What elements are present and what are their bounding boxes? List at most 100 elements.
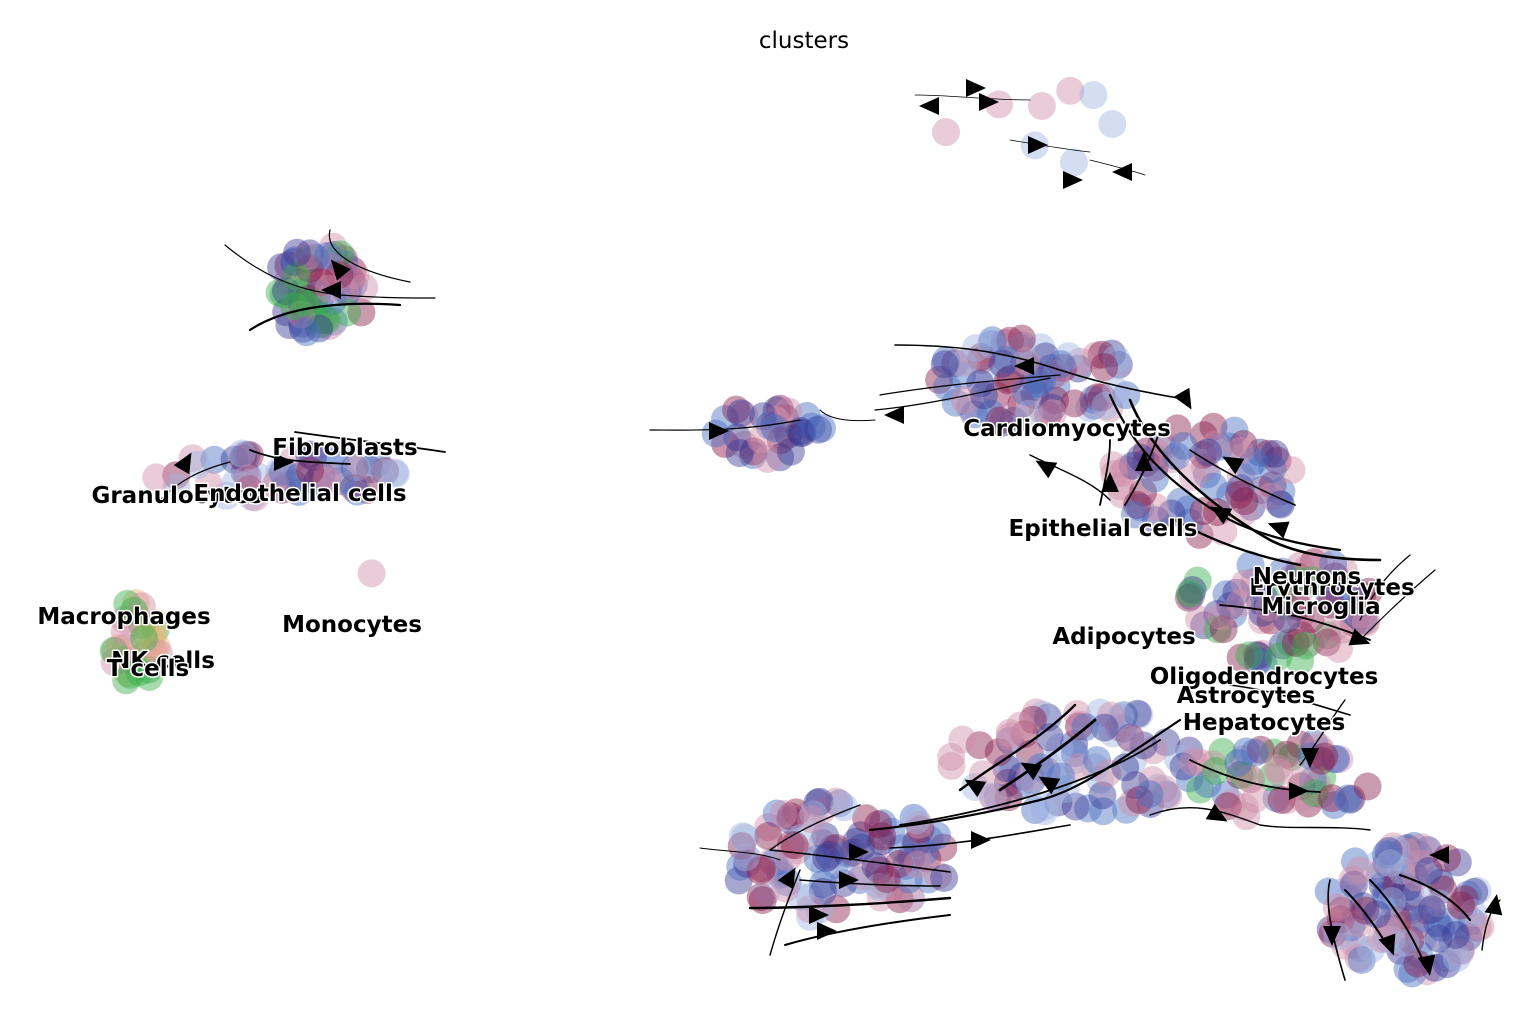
scatter-point-lower-left-blob-80 <box>805 787 834 816</box>
scatter-point-lower-right-blob-32 <box>1424 864 1453 892</box>
scatter-point-middle-small-5 <box>797 412 826 441</box>
scatter-point-lower-right-blob-61 <box>1348 892 1377 921</box>
scatter-point-left-strip-32 <box>220 445 249 474</box>
scatter-point-top-right-sparse-0 <box>985 90 1013 119</box>
arrows-layer <box>173 79 1503 976</box>
scatter-point-left-strip-33 <box>243 462 272 490</box>
scatter-point-lower-right-branch-45 <box>1265 758 1294 787</box>
scatter-point-right-upper-arc-10 <box>1064 354 1093 383</box>
scatter-point-lower-right-blob-117 <box>1391 929 1420 957</box>
scatter-point-lower-left-blob-70 <box>746 856 775 885</box>
scatter-point-lower-branch-mid-44 <box>1030 797 1059 826</box>
clusters_label_cardiomyocytes: Cardiomyocytes <box>963 416 1171 442</box>
scatter-point-left-upper-blob-35 <box>265 278 294 307</box>
scatter-point-lower-branch-mid-52 <box>1006 711 1035 740</box>
scatter-point-lower-right-blob-22 <box>1341 847 1369 876</box>
scatter-point-lower-branch-mid-57 <box>965 731 994 760</box>
scatter-point-lower-left-blob-12 <box>868 868 897 897</box>
scatter-point-lower-right-blob-13 <box>1341 905 1369 934</box>
scatter-point-right-upper-arc-3 <box>990 329 1019 358</box>
scatter-point-lower-right-blob-23 <box>1400 831 1428 860</box>
scatter-point-right-junction-55 <box>1235 641 1264 670</box>
scatter-point-left-immune-29 <box>130 624 159 653</box>
scatter-point-left-upper-blob-26 <box>347 298 376 327</box>
streamline-arrow-10 <box>1210 506 1233 525</box>
scatter-point-right-junction-19 <box>1190 611 1219 640</box>
streamline-arrow-11 <box>1035 460 1058 479</box>
scatter-point-right-upper-arc-22 <box>1027 333 1056 362</box>
scatter-point-lower-right-blob-0 <box>1397 836 1426 865</box>
scatter-point-lower-right-blob-105 <box>1393 955 1422 983</box>
scatter-point-lower-left-blob-74 <box>754 822 783 850</box>
scatter-point-lower-left-blob-93 <box>865 872 894 901</box>
scatter-point-left-immune-10 <box>105 633 134 662</box>
scatter-point-right-upper-arc-13 <box>1083 383 1112 412</box>
scatter-point-middle-small-34 <box>761 414 790 443</box>
scatter-point-lower-branch-mid-83 <box>1093 759 1122 788</box>
scatter-point-lower-left-blob-98 <box>872 865 901 893</box>
scatter-point-right-descent-3 <box>1199 412 1228 441</box>
scatter-point-middle-small-23 <box>725 439 754 468</box>
scatter-point-middle-small-15 <box>762 407 791 435</box>
scatter-point-right-junction-52 <box>1264 642 1293 671</box>
scatter-point-lower-right-branch-9 <box>1320 745 1349 773</box>
scatter-point-lower-branch-mid-61 <box>1083 746 1112 775</box>
scatter-point-lower-branch-mid-38 <box>1030 792 1059 821</box>
streamline-arrow-19 <box>849 843 869 861</box>
scatter-point-middle-small-19 <box>792 402 821 430</box>
scatter-point-lower-branch-mid-13 <box>995 726 1024 755</box>
scatter-point-lower-left-blob-31 <box>726 852 755 881</box>
scatter-point-right-descent-44 <box>1226 474 1255 503</box>
scatter-point-lower-left-blob-57 <box>815 840 844 869</box>
scatter-point-lower-branch-mid-41 <box>1163 744 1192 773</box>
scatter-point-right-descent-27 <box>1163 414 1192 443</box>
scatter-point-lower-right-branch-44 <box>1333 784 1362 813</box>
scatter-point-right-junction-59 <box>1286 576 1314 605</box>
scatter-point-lower-right-branch-17 <box>1337 784 1366 813</box>
scatter-point-lower-branch-mid-0 <box>1098 719 1127 748</box>
scatter-point-left-immune-27 <box>127 592 156 621</box>
scatter-point-lower-right-blob-95 <box>1442 944 1471 973</box>
scatter-point-lower-branch-mid-71 <box>1118 788 1147 817</box>
scatter-point-right-junction-67 <box>1351 608 1380 637</box>
scatter-point-right-descent-23 <box>1191 453 1219 482</box>
scatter-point-lower-left-blob-81 <box>787 823 816 852</box>
scatter-point-left-immune-9 <box>114 659 143 688</box>
scatter-point-right-junction-76 <box>1281 629 1310 657</box>
clusters_label_epithelial: Epithelial cells <box>1009 516 1198 542</box>
scatter-point-right-upper-arc-26 <box>955 393 984 421</box>
scatter-point-left-upper-blob-28 <box>289 314 317 343</box>
streamline-arrow-22 <box>817 922 837 940</box>
scatter-point-lower-left-blob-71 <box>808 870 837 899</box>
scatter-point-lower-branch-mid-47 <box>1138 766 1167 794</box>
scatter-point-right-junction-72 <box>1321 562 1350 591</box>
streamline-arrow-31 <box>966 79 986 97</box>
scatter-point-lower-branch-mid-76 <box>1121 771 1150 800</box>
scatter-point-lower-right-branch-49 <box>1263 754 1292 783</box>
scatter-point-lower-right-branch-22 <box>1193 770 1222 799</box>
scatter-point-left-strip-23 <box>229 444 257 473</box>
streamline-arrow-26 <box>1323 926 1341 946</box>
scatter-point-left-immune-18 <box>142 632 171 661</box>
scatter-point-right-descent-15 <box>1147 430 1176 459</box>
scatter-point-right-junction-43 <box>1287 621 1316 650</box>
scatter-point-lower-left-blob-34 <box>754 813 783 842</box>
scatter-point-right-junction-15 <box>1243 641 1271 669</box>
scatter-point-right-junction-46 <box>1250 583 1278 612</box>
scatter-point-left-upper-blob-51 <box>306 310 335 339</box>
scatter-point-lower-right-branch-25 <box>1298 766 1327 795</box>
scatter-point-left-strip-2 <box>238 483 266 511</box>
scatter-point-left-strip-26 <box>321 447 350 475</box>
scatter-point-middle-small-17 <box>711 430 740 459</box>
scatter-point-left-strip-45 <box>241 483 269 512</box>
scatter-point-right-upper-arc-19 <box>971 388 999 417</box>
scatter-point-lower-branch-mid-66 <box>995 718 1024 747</box>
scatter-point-left-upper-blob-0 <box>300 302 329 331</box>
scatter-point-lower-right-branch-35 <box>1272 740 1301 769</box>
scatter-point-lower-branch-mid-8 <box>1063 700 1092 728</box>
scatter-point-right-upper-arc-65 <box>992 345 1021 374</box>
scatter-point-lower-left-blob-13 <box>877 817 906 846</box>
streamline-arrow-20 <box>839 871 859 889</box>
clusters_label_granulocytes: Granulocytes <box>91 483 262 509</box>
streamline-4 <box>249 449 351 465</box>
